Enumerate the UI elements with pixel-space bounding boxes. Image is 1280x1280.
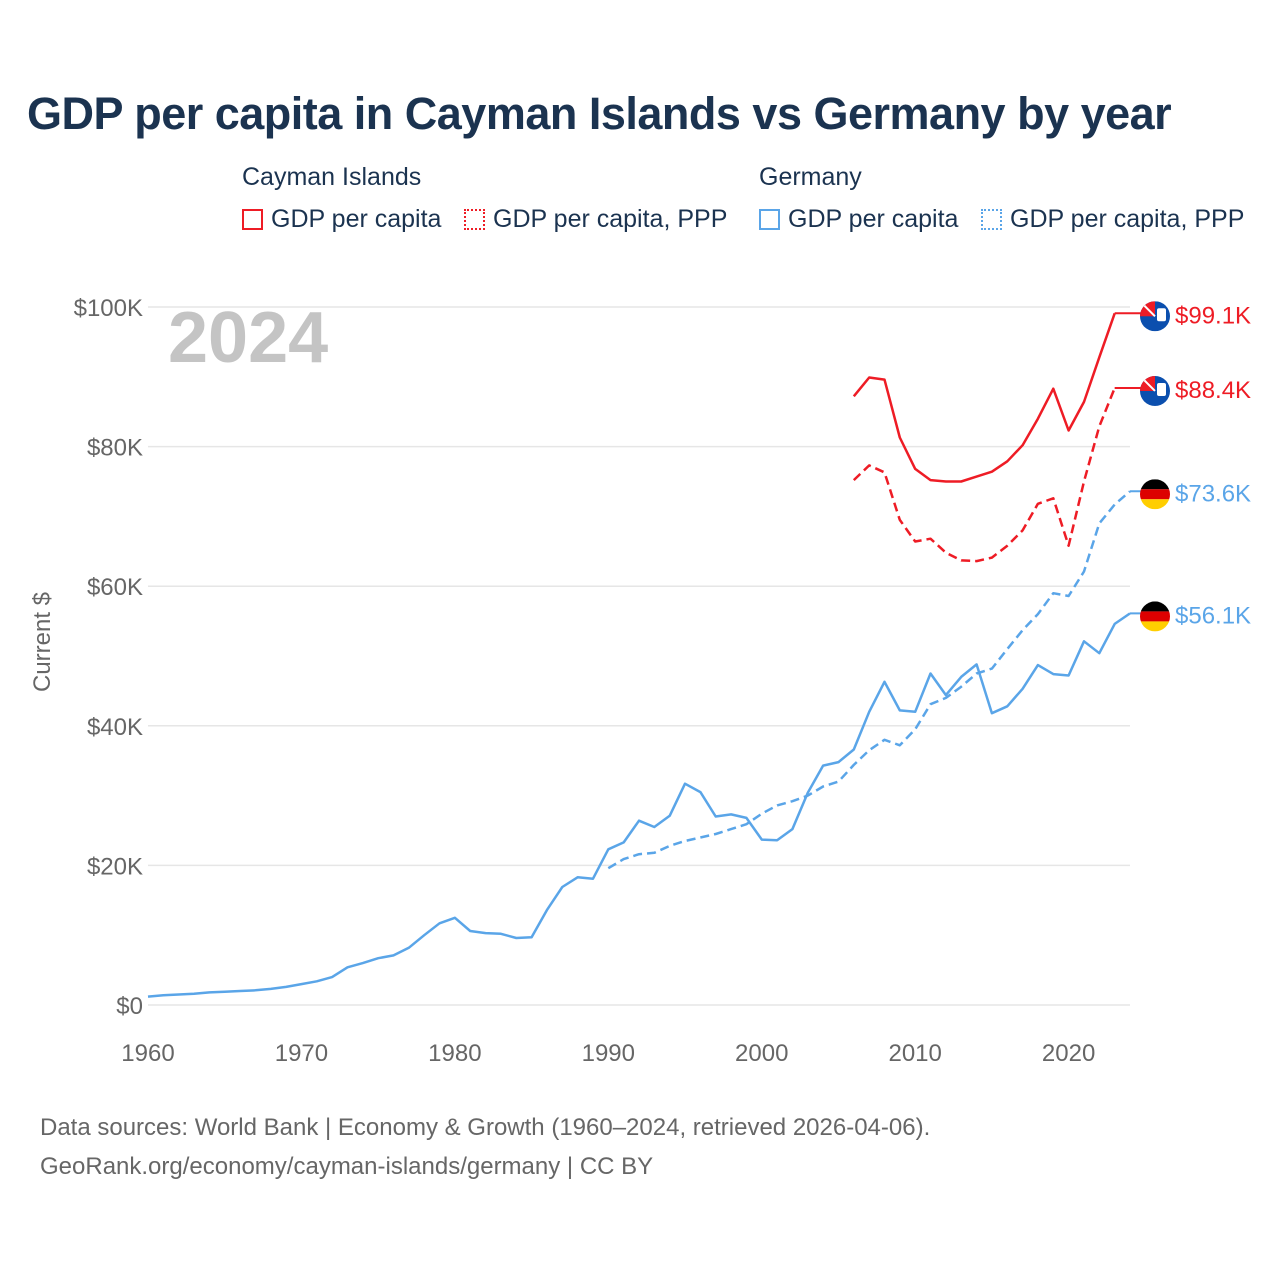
footer-link[interactable]: GeoRank.org/economy/cayman-islands/germa…: [40, 1153, 654, 1180]
x-tick-label: 2010: [888, 1040, 941, 1067]
end-value-label: $88.4K: [1175, 377, 1251, 404]
legend-label: GDP per capita: [271, 205, 442, 233]
legend-cayman-ppp[interactable]: GDP per capita, PPP: [464, 205, 727, 234]
x-tick-label: 2020: [1042, 1040, 1095, 1067]
legend-germany-ppp[interactable]: GDP per capita, PPP: [981, 205, 1244, 234]
footer-sources: Data sources: World Bank | Economy & Gro…: [40, 1114, 931, 1141]
chart-title: GDP per capita in Cayman Islands vs Germ…: [27, 88, 1172, 139]
legend-group-cayman: Cayman Islands: [242, 163, 422, 191]
legend-swatch-solid: [242, 209, 263, 230]
flag-stripe: [1140, 499, 1170, 510]
end-value-label: $56.1K: [1175, 602, 1251, 629]
legend-swatch-dotted: [464, 209, 485, 230]
y-tick-label: $0: [116, 993, 143, 1020]
end-value-label: $99.1K: [1175, 302, 1251, 329]
flag-stripe: [1140, 601, 1170, 612]
flag-body: [1140, 479, 1170, 510]
flag-body: [1140, 301, 1170, 332]
flag-shield: [1157, 382, 1166, 396]
legend-cayman-gdp[interactable]: GDP per capita: [242, 205, 441, 234]
y-axis-label: Current $: [29, 592, 56, 692]
x-tick-label: 1960: [121, 1040, 174, 1067]
flag-body: [1140, 601, 1170, 632]
x-tick-label: 1970: [275, 1040, 328, 1067]
y-tick-label: $20K: [87, 853, 143, 880]
series-line-3: [147, 612, 1131, 998]
legend-group-germany: Germany: [759, 163, 862, 191]
flag-body: [1140, 375, 1170, 406]
flag-shield: [1157, 308, 1166, 322]
flag-stripe: [1140, 611, 1170, 622]
flag-stripe: [1140, 479, 1170, 490]
legend-label: GDP per capita: [788, 205, 959, 233]
x-tick-label: 1990: [582, 1040, 635, 1067]
flag-stripe: [1140, 489, 1170, 500]
legend-swatch-solid: [759, 209, 780, 230]
cayman-islands-flag-icon: [1140, 301, 1170, 332]
series-line-2: [607, 490, 1131, 870]
y-tick-label: $80K: [87, 435, 143, 462]
series-line-0: [852, 312, 1116, 483]
legend-swatch-dotted: [981, 209, 1002, 230]
x-tick-label: 1980: [428, 1040, 481, 1067]
flag-stripe: [1140, 621, 1170, 632]
germany-flag-icon: [1140, 601, 1170, 632]
legend-label: GDP per capita, PPP: [493, 205, 728, 233]
legend-label: GDP per capita, PPP: [1010, 205, 1245, 233]
footer: Data sources: World Bank | Economy & Gro…: [40, 1108, 930, 1186]
x-tick-label: 2000: [735, 1040, 788, 1067]
legend-germany-gdp[interactable]: GDP per capita: [759, 205, 958, 234]
plot-area: 2024 Current $ $0 $20K $40K $60K $80K $100K 19…: [29, 295, 1251, 1067]
cayman-islands-flag-icon: [1140, 375, 1170, 406]
end-value-label: $73.6K: [1175, 480, 1251, 507]
y-tick-label: $60K: [87, 574, 143, 601]
germany-flag-icon: [1140, 479, 1170, 510]
year-watermark: 2024: [168, 298, 328, 378]
y-tick-label: $100K: [74, 295, 143, 322]
y-tick-label: $40K: [87, 714, 143, 741]
